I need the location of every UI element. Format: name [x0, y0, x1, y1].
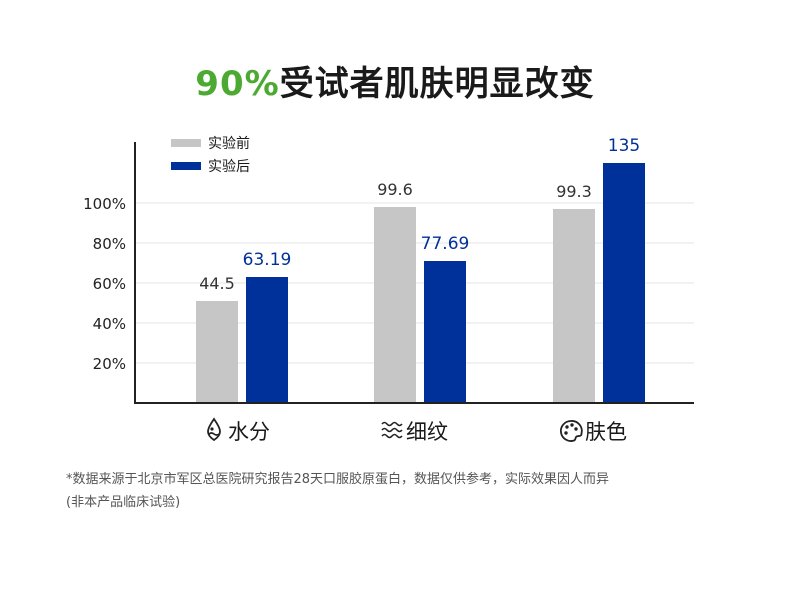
category-label: 肤色 [585, 420, 627, 444]
legend-label: 实验后 [208, 159, 250, 175]
footnote-line-1: *数据来源于北京市军区总医院研究报告28天口服胶原蛋白，数据仅供参考，实际效果因… [66, 472, 610, 487]
y-tick-label: 20% [93, 355, 126, 373]
legend-label: 实验前 [208, 135, 250, 152]
title-text: 受试者肌肤明显改变 [279, 64, 595, 104]
data-label: 44.5 [199, 274, 235, 293]
y-tick-label: 60% [93, 275, 126, 293]
wave-lines-icon [381, 421, 403, 439]
axes: 20% 40% 60% 80% 100% [83, 142, 694, 404]
data-label: 135 [608, 136, 640, 156]
water-drop-icon [207, 417, 221, 442]
value-labels: 44.5 63.19 99.6 77.69 99.3 135 [199, 136, 640, 293]
category-label: 水分 [228, 420, 270, 444]
bars [196, 163, 645, 403]
bar-after [603, 163, 645, 403]
category-labels: 水分 细纹 肤色 [207, 417, 627, 444]
bar-before [374, 207, 416, 403]
data-label: 99.3 [556, 182, 592, 201]
bar-before [196, 301, 238, 403]
legend-swatch [171, 139, 201, 147]
footnote-line-2: (非本产品临床试验) [66, 495, 181, 510]
y-tick-label: 40% [93, 315, 126, 333]
bar-after [424, 261, 466, 403]
data-label: 99.6 [377, 180, 413, 199]
category-label: 细纹 [406, 420, 448, 444]
chart-title: 90%受试者肌肤明显改变 [0, 56, 790, 105]
bar-after [246, 277, 288, 403]
legend-swatch [171, 162, 201, 170]
bar-chart: 44.5 63.19 99.6 77.69 99.3 135 20% 40% 60% 80% 10… [83, 135, 694, 444]
y-tick-label: 100% [83, 195, 126, 213]
title-highlight: 90% [195, 64, 280, 104]
data-label: 63.19 [243, 250, 292, 270]
y-tick-label: 80% [93, 235, 126, 253]
data-label: 77.69 [421, 234, 470, 254]
bar-before [553, 209, 595, 403]
footnote: *数据来源于北京市军区总医院研究报告28天口服胶原蛋白，数据仅供参考，实际效果因… [66, 468, 706, 514]
palette-icon [560, 420, 583, 442]
